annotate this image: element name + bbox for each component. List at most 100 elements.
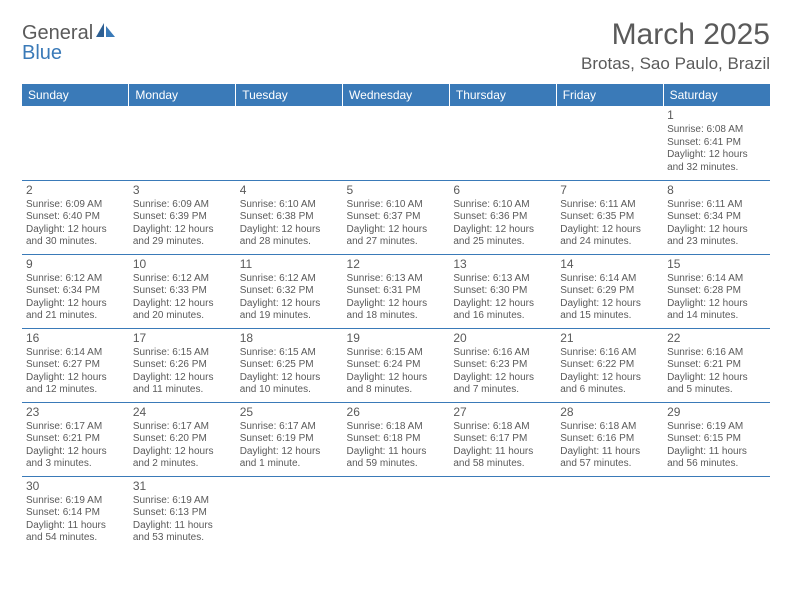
calendar-table: Sunday Monday Tuesday Wednesday Thursday…: [22, 84, 770, 550]
daylight-line2: and 6 minutes.: [560, 384, 659, 397]
daylight-line2: and 21 minutes.: [26, 310, 125, 323]
daylight-line2: and 58 minutes.: [453, 458, 552, 471]
header: General March 2025 Brotas, Sao Paulo, Br…: [22, 18, 770, 74]
day-info: Sunrise: 6:16 AMSunset: 6:21 PMDaylight:…: [667, 347, 766, 397]
day-info: Sunrise: 6:10 AMSunset: 6:37 PMDaylight:…: [347, 199, 446, 249]
calendar-row: 1Sunrise: 6:08 AMSunset: 6:41 PMDaylight…: [22, 106, 770, 180]
sunrise: Sunrise: 6:09 AM: [133, 199, 232, 212]
sunrise: Sunrise: 6:18 AM: [453, 421, 552, 434]
sunrise: Sunrise: 6:18 AM: [560, 421, 659, 434]
sunrise: Sunrise: 6:14 AM: [667, 273, 766, 286]
sunrise: Sunrise: 6:11 AM: [560, 199, 659, 212]
daylight-line2: and 11 minutes.: [133, 384, 232, 397]
day-number: 9: [26, 257, 125, 272]
daylight-line1: Daylight: 12 hours: [667, 372, 766, 385]
daylight-line2: and 12 minutes.: [26, 384, 125, 397]
day-number: 7: [560, 183, 659, 198]
sunset: Sunset: 6:20 PM: [133, 433, 232, 446]
sunrise: Sunrise: 6:08 AM: [667, 124, 766, 137]
calendar-cell: [556, 106, 663, 180]
day-number: 16: [26, 331, 125, 346]
calendar-cell: 27Sunrise: 6:18 AMSunset: 6:17 PMDayligh…: [449, 402, 556, 476]
sunset: Sunset: 6:37 PM: [347, 211, 446, 224]
daylight-line2: and 25 minutes.: [453, 236, 552, 249]
calendar-row: 23Sunrise: 6:17 AMSunset: 6:21 PMDayligh…: [22, 402, 770, 476]
daylight-line2: and 8 minutes.: [347, 384, 446, 397]
sunset: Sunset: 6:40 PM: [26, 211, 125, 224]
sunset: Sunset: 6:15 PM: [667, 433, 766, 446]
calendar-cell: [129, 106, 236, 180]
sunset: Sunset: 6:36 PM: [453, 211, 552, 224]
sunset: Sunset: 6:26 PM: [133, 359, 232, 372]
day-number: 27: [453, 405, 552, 420]
sunrise: Sunrise: 6:14 AM: [26, 347, 125, 360]
day-number: 5: [347, 183, 446, 198]
calendar-cell: 31Sunrise: 6:19 AMSunset: 6:13 PMDayligh…: [129, 476, 236, 550]
daylight-line1: Daylight: 12 hours: [133, 298, 232, 311]
day-info: Sunrise: 6:14 AMSunset: 6:28 PMDaylight:…: [667, 273, 766, 323]
daylight-line2: and 32 minutes.: [667, 162, 766, 175]
sunset: Sunset: 6:23 PM: [453, 359, 552, 372]
day-info: Sunrise: 6:13 AMSunset: 6:30 PMDaylight:…: [453, 273, 552, 323]
sunset: Sunset: 6:28 PM: [667, 285, 766, 298]
day-header-row: Sunday Monday Tuesday Wednesday Thursday…: [22, 84, 770, 106]
daylight-line1: Daylight: 12 hours: [133, 224, 232, 237]
calendar-cell: 16Sunrise: 6:14 AMSunset: 6:27 PMDayligh…: [22, 328, 129, 402]
sunset: Sunset: 6:29 PM: [560, 285, 659, 298]
day-number: 26: [347, 405, 446, 420]
sunset: Sunset: 6:24 PM: [347, 359, 446, 372]
day-number: 11: [240, 257, 339, 272]
day-info: Sunrise: 6:16 AMSunset: 6:23 PMDaylight:…: [453, 347, 552, 397]
daylight-line1: Daylight: 12 hours: [667, 224, 766, 237]
daylight-line1: Daylight: 12 hours: [667, 298, 766, 311]
day-number: 18: [240, 331, 339, 346]
calendar-cell: [343, 106, 450, 180]
daylight-line2: and 1 minute.: [240, 458, 339, 471]
daylight-line1: Daylight: 12 hours: [453, 224, 552, 237]
day-info: Sunrise: 6:15 AMSunset: 6:26 PMDaylight:…: [133, 347, 232, 397]
day-number: 28: [560, 405, 659, 420]
sunrise: Sunrise: 6:16 AM: [560, 347, 659, 360]
daylight-line2: and 10 minutes.: [240, 384, 339, 397]
day-number: 31: [133, 479, 232, 494]
daylight-line2: and 7 minutes.: [453, 384, 552, 397]
sunrise: Sunrise: 6:12 AM: [240, 273, 339, 286]
sunrise: Sunrise: 6:15 AM: [240, 347, 339, 360]
daylight-line1: Daylight: 11 hours: [453, 446, 552, 459]
calendar-cell: 12Sunrise: 6:13 AMSunset: 6:31 PMDayligh…: [343, 254, 450, 328]
sunset: Sunset: 6:34 PM: [26, 285, 125, 298]
calendar-cell: 23Sunrise: 6:17 AMSunset: 6:21 PMDayligh…: [22, 402, 129, 476]
daylight-line1: Daylight: 12 hours: [560, 372, 659, 385]
sunrise: Sunrise: 6:18 AM: [347, 421, 446, 434]
daylight-line1: Daylight: 12 hours: [667, 149, 766, 162]
day-number: 10: [133, 257, 232, 272]
sunset: Sunset: 6:30 PM: [453, 285, 552, 298]
daylight-line1: Daylight: 12 hours: [133, 372, 232, 385]
day-number: 8: [667, 183, 766, 198]
calendar-cell: [343, 476, 450, 550]
day-info: Sunrise: 6:16 AMSunset: 6:22 PMDaylight:…: [560, 347, 659, 397]
sunrise: Sunrise: 6:12 AM: [133, 273, 232, 286]
day-number: 19: [347, 331, 446, 346]
calendar-cell: 4Sunrise: 6:10 AMSunset: 6:38 PMDaylight…: [236, 180, 343, 254]
day-info: Sunrise: 6:10 AMSunset: 6:36 PMDaylight:…: [453, 199, 552, 249]
daylight-line1: Daylight: 12 hours: [347, 372, 446, 385]
daylight-line1: Daylight: 12 hours: [240, 372, 339, 385]
day-number: 12: [347, 257, 446, 272]
daylight-line1: Daylight: 12 hours: [26, 224, 125, 237]
calendar-cell: 8Sunrise: 6:11 AMSunset: 6:34 PMDaylight…: [663, 180, 770, 254]
calendar-cell: 22Sunrise: 6:16 AMSunset: 6:21 PMDayligh…: [663, 328, 770, 402]
sunset: Sunset: 6:27 PM: [26, 359, 125, 372]
daylight-line2: and 19 minutes.: [240, 310, 339, 323]
day-info: Sunrise: 6:14 AMSunset: 6:29 PMDaylight:…: [560, 273, 659, 323]
sunset: Sunset: 6:41 PM: [667, 137, 766, 150]
daylight-line1: Daylight: 12 hours: [133, 446, 232, 459]
calendar-cell: 20Sunrise: 6:16 AMSunset: 6:23 PMDayligh…: [449, 328, 556, 402]
calendar-cell: 13Sunrise: 6:13 AMSunset: 6:30 PMDayligh…: [449, 254, 556, 328]
day-header: Thursday: [449, 84, 556, 106]
daylight-line2: and 2 minutes.: [133, 458, 232, 471]
day-number: 3: [133, 183, 232, 198]
sunrise: Sunrise: 6:19 AM: [26, 495, 125, 508]
daylight-line1: Daylight: 12 hours: [347, 224, 446, 237]
day-info: Sunrise: 6:19 AMSunset: 6:15 PMDaylight:…: [667, 421, 766, 471]
